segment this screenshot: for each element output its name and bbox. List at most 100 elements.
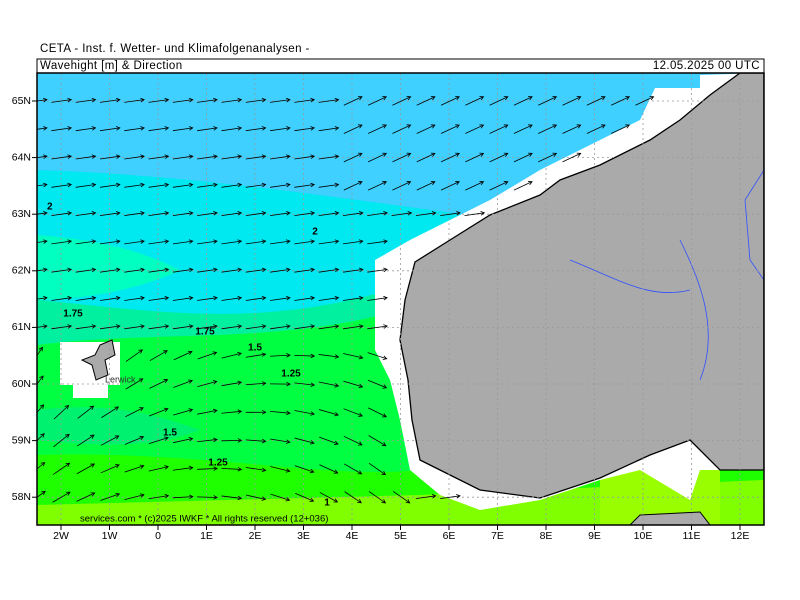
arrow-shaft <box>610 96 630 106</box>
arrow-head <box>261 154 267 159</box>
arrow-head <box>357 152 363 157</box>
arrow-shaft <box>148 269 169 273</box>
arrow-shaft <box>148 155 169 160</box>
arrow-shaft <box>197 240 218 245</box>
arrow-shaft <box>100 464 120 474</box>
arrow-shaft <box>245 494 266 500</box>
arrow-head <box>286 154 291 159</box>
arrow-head <box>406 181 412 186</box>
arrow-shaft <box>37 462 45 470</box>
arrow-shaft <box>221 269 242 273</box>
contour-label: 1.25 <box>281 369 301 380</box>
arrow-head <box>261 438 267 444</box>
arrow-head <box>334 182 340 188</box>
arrow-shaft <box>415 495 436 499</box>
contour-label: 2 <box>312 227 318 238</box>
arrow-shaft <box>221 212 242 216</box>
arrow-shaft <box>37 375 44 385</box>
arrow-head <box>213 324 218 329</box>
arrow-shaft <box>245 382 266 386</box>
arrow-shaft <box>100 435 119 446</box>
arrow-head <box>91 97 97 103</box>
arrow-head <box>334 295 340 301</box>
arrow-head <box>600 96 606 101</box>
arrow-head <box>405 499 411 504</box>
arrow-head <box>358 383 364 389</box>
arrow-head <box>285 468 291 473</box>
arrow-head <box>115 267 121 273</box>
arrow-shaft <box>270 99 290 103</box>
arrow-head <box>382 355 388 360</box>
arrow-head <box>430 124 436 129</box>
arrow-shaft <box>148 437 169 444</box>
arrow-shaft <box>415 212 436 216</box>
arrow-head <box>43 182 48 188</box>
arrow-head <box>163 350 168 355</box>
arrow-head <box>334 154 340 159</box>
arrow-shaft <box>99 127 120 132</box>
arrow-shaft <box>245 297 266 301</box>
lon-label: 7E <box>491 530 504 542</box>
arrow-head <box>163 379 169 384</box>
arrow-shaft <box>343 408 363 417</box>
arrow-shaft <box>416 96 436 106</box>
arrow-head <box>91 154 97 159</box>
arrow-head <box>334 239 340 244</box>
arrow-head <box>479 152 485 157</box>
arrow-shaft <box>148 325 169 330</box>
arrow-head <box>625 96 631 101</box>
arrow-shaft <box>124 155 145 160</box>
arrow-shaft <box>513 153 533 163</box>
arrow-head <box>188 154 194 159</box>
arrow-head <box>430 181 436 186</box>
arrow-shaft <box>197 439 218 443</box>
arrow-head <box>357 441 363 446</box>
arrow-head <box>140 324 145 329</box>
arrow-head <box>406 96 412 101</box>
arrow-shaft <box>124 212 145 216</box>
arrow-head <box>357 181 363 186</box>
arrow-shaft <box>343 153 363 163</box>
arrow-head <box>67 267 73 273</box>
arrow-shaft <box>52 491 71 503</box>
arrow-head <box>310 154 316 159</box>
arrow-shaft <box>37 127 47 130</box>
arrow-shaft <box>342 212 363 216</box>
arrow-shaft <box>464 212 485 216</box>
arrow-head <box>310 126 316 131</box>
arrow-head <box>115 182 121 188</box>
arrow-shaft <box>294 382 315 386</box>
arrow-shaft <box>465 153 484 163</box>
arrow-shaft <box>75 240 96 245</box>
arrow-head <box>503 181 509 186</box>
arrow-head <box>237 267 243 273</box>
arrow-shaft <box>148 212 169 216</box>
arrow-shaft <box>197 127 218 132</box>
arrow-head <box>383 267 388 273</box>
arrow-shaft <box>77 405 94 419</box>
arrow-shaft <box>221 467 242 470</box>
arrow-shaft <box>75 99 96 103</box>
arrow-shaft <box>343 181 363 191</box>
arrow-shaft <box>51 297 72 301</box>
arrow-shaft <box>319 464 338 474</box>
arrow-head <box>237 324 243 329</box>
arrow-head <box>310 211 316 216</box>
lon-label: 4E <box>346 530 359 542</box>
arrow-head <box>188 465 194 471</box>
arrow-shaft <box>197 352 217 360</box>
arrow-shaft <box>245 99 266 103</box>
arrow-head <box>188 97 194 103</box>
arrow-shaft <box>221 297 242 301</box>
arrow-shaft <box>124 297 145 301</box>
arrow-shaft <box>343 124 363 134</box>
arrow-shaft <box>610 124 630 134</box>
arrow-shaft <box>99 297 120 301</box>
lat-label: 58N <box>12 491 31 503</box>
arrow-shaft <box>37 433 45 442</box>
arrow-shaft <box>221 240 242 245</box>
arrow-shaft <box>367 153 387 163</box>
arrow-head <box>213 182 218 188</box>
arrow-head <box>43 239 48 244</box>
contour-label: 1.5 <box>163 428 177 439</box>
